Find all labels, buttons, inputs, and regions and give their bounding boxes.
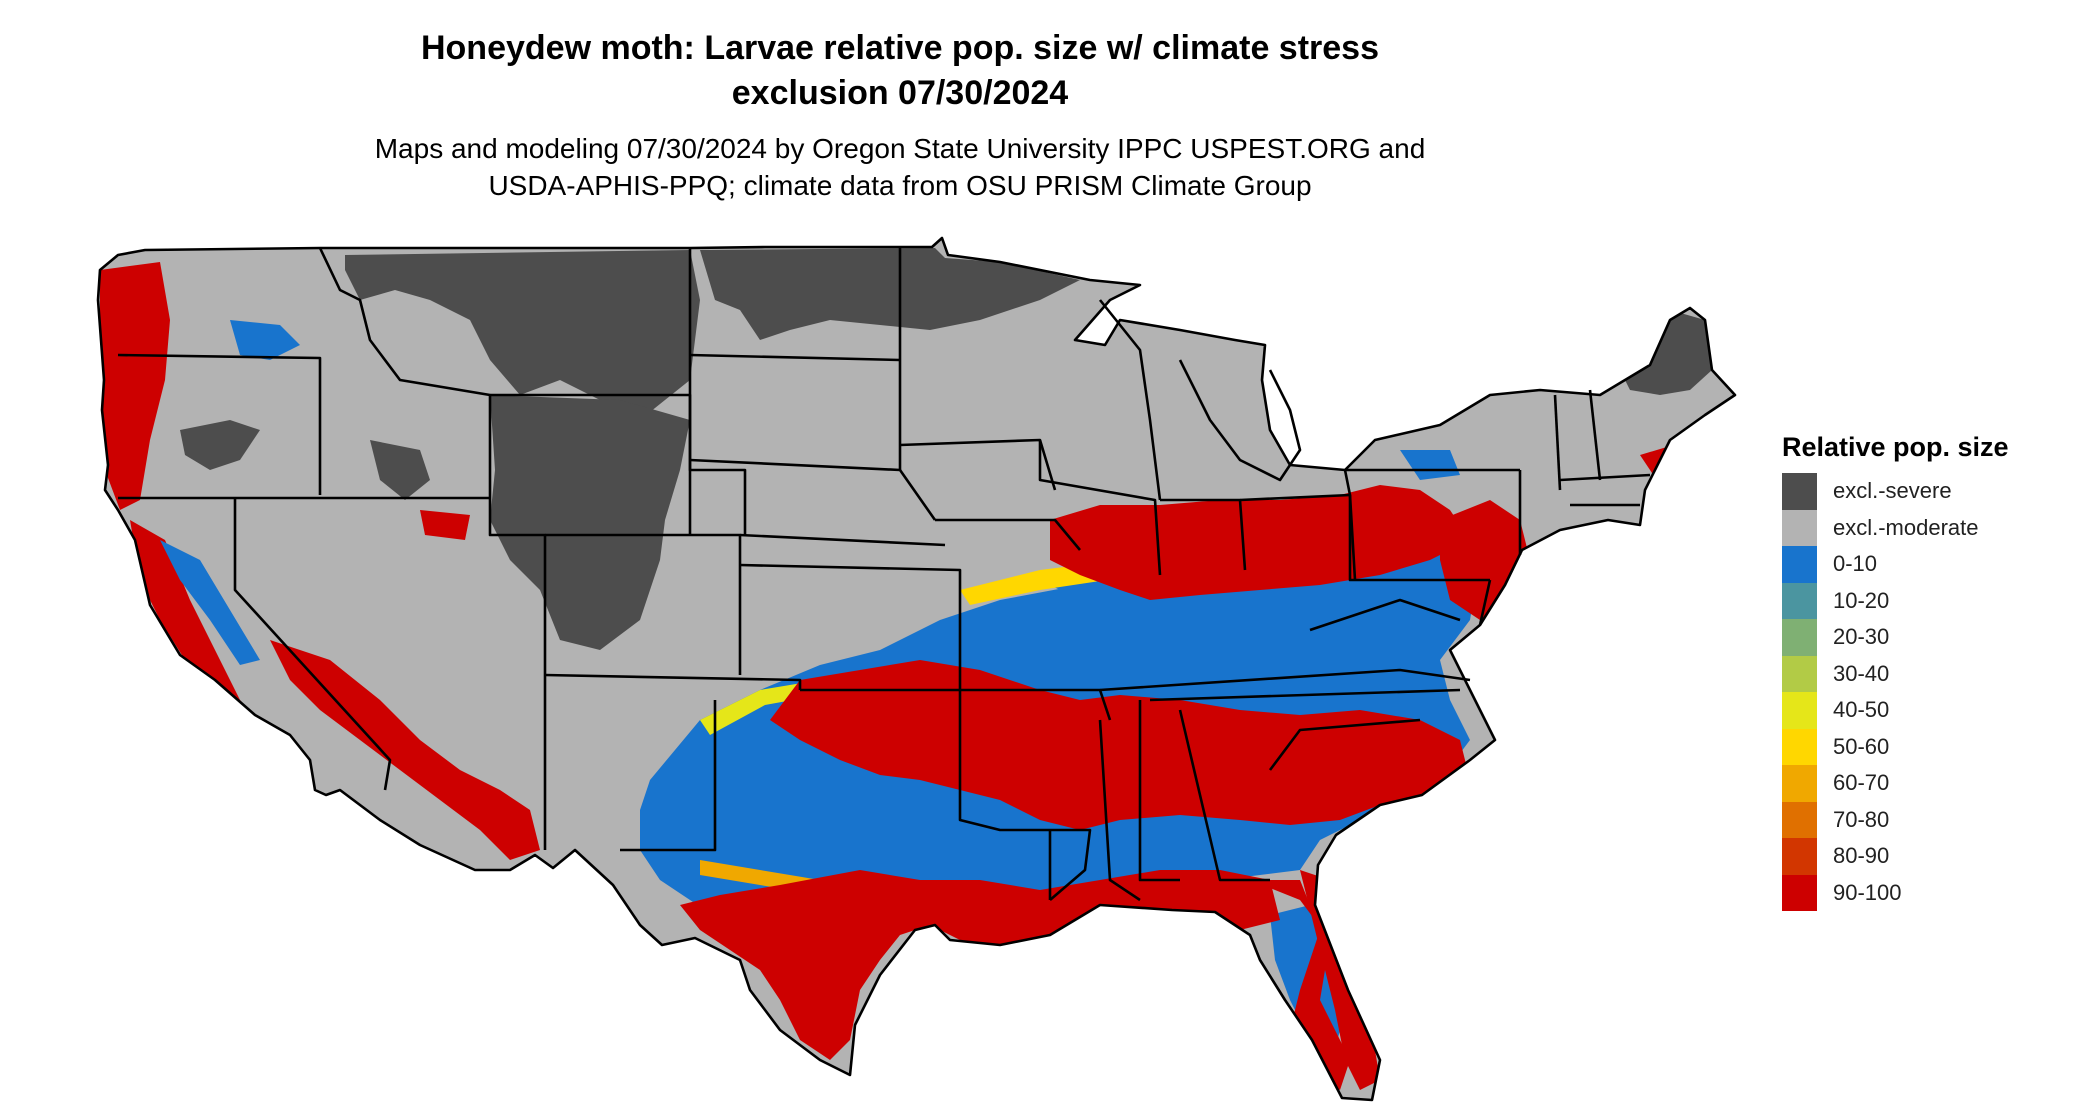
blue-new-york <box>1400 450 1460 480</box>
legend-swatch <box>1782 655 1817 692</box>
severe-northern-plains <box>700 248 1080 340</box>
legend-item: 20-30 <box>1782 619 2009 656</box>
legend-item: 40-50 <box>1782 692 2009 729</box>
legend-label: 80-90 <box>1833 843 1890 869</box>
border-nh-me <box>1588 389 1602 481</box>
border-ma-north <box>1559 473 1651 482</box>
legend-item: 0-10 <box>1782 546 2009 583</box>
legend-item: excl.-moderate <box>1782 509 2009 546</box>
map-subtitle-line-1: Maps and modeling 07/30/2024 by Oregon S… <box>374 133 1426 164</box>
legend-swatch <box>1782 728 1817 765</box>
red-california <box>130 520 315 800</box>
border-wy-ut <box>488 395 547 675</box>
border-nm-tx <box>620 700 717 852</box>
border-dakotas-west <box>688 248 747 535</box>
blue-washington <box>230 320 300 360</box>
border-al-ga <box>1138 700 1180 882</box>
border-ks-ok <box>739 563 962 690</box>
red-southwest-valleys <box>270 640 540 860</box>
legend-label: excl.-moderate <box>1833 514 1979 540</box>
border-il-in <box>1038 440 1162 576</box>
border-ia-mo <box>935 518 1081 551</box>
legend-label: 60-70 <box>1833 770 1890 796</box>
border-nd-sd <box>689 353 901 362</box>
state-boundaries <box>96 236 1737 1102</box>
red-florida-east <box>1300 870 1380 1090</box>
legend-swatch <box>1782 473 1817 510</box>
legend-swatch <box>1782 546 1817 583</box>
severe-idaho-patch <box>370 440 430 500</box>
legend-swatch <box>1782 692 1817 729</box>
border-tn-ky <box>1099 668 1471 692</box>
severe-northern-rockies <box>345 250 700 420</box>
severe-wyoming-colorado <box>490 395 690 650</box>
legend-label: 90-100 <box>1833 879 1902 905</box>
legend-item: 80-90 <box>1782 838 2009 875</box>
legend-label: 0-10 <box>1833 551 1878 577</box>
border-wi-mi <box>1098 299 1162 501</box>
border-wv-va <box>1309 598 1461 632</box>
legend-label: 30-40 <box>1833 660 1890 686</box>
legend-label: 10-20 <box>1833 587 1890 613</box>
red-utah-patch <box>420 510 470 540</box>
border-ok-tx <box>800 688 1050 832</box>
border-pa-ny <box>1343 468 1520 496</box>
border-nc-sc <box>1268 718 1421 771</box>
legend-item: 30-40 <box>1782 655 2009 692</box>
legend-swatch <box>1782 509 1817 546</box>
legend-label: 40-50 <box>1833 697 1890 723</box>
blue-central-valley <box>160 540 260 665</box>
border-ca-nv <box>233 498 392 791</box>
legend-swatch <box>1782 765 1817 802</box>
map-subtitle-line-2: USDA-APHIS-PPQ; climate data from OSU PR… <box>488 170 1312 201</box>
legend-item: 70-80 <box>1782 801 2009 838</box>
border-wa-or-id <box>117 353 322 495</box>
suitability-raster <box>98 238 1735 1100</box>
severe-oregon-patch <box>180 420 260 470</box>
border-la-ms <box>1049 828 1092 901</box>
national-outline <box>96 236 1737 1102</box>
michigan-lower-peninsula <box>1178 359 1302 482</box>
legend-swatch <box>1782 874 1817 911</box>
legend-swatch <box>1782 801 1817 838</box>
border-vt-nh <box>1553 394 1562 491</box>
legend-label: 50-60 <box>1833 733 1890 759</box>
legend-item: excl.-severe <box>1782 473 2009 510</box>
red-gulf-coast <box>680 870 1280 1060</box>
border-nm-ok-north <box>544 673 802 690</box>
legend-items: excl.-severe excl.-moderate 0-10 10-20 20-30… <box>1782 473 2009 911</box>
legend-item: 90-100 <box>1782 874 2009 911</box>
legend-item: 10-20 <box>1782 582 2009 619</box>
red-pacific-northwest <box>100 262 170 510</box>
border-tn-south <box>1149 688 1461 702</box>
severe-maine <box>1615 310 1712 395</box>
legend: Relative pop. size excl.-severe excl.-mod… <box>1782 432 2009 911</box>
red-florida-west <box>1250 880 1350 1090</box>
map-subtitle: Maps and modeling 07/30/2024 by Oregon S… <box>250 130 1550 204</box>
legend-swatch <box>1782 582 1817 619</box>
border-ga-west <box>1178 709 1270 882</box>
red-southern-belt <box>770 660 1470 830</box>
legend-label: excl.-severe <box>1833 478 1952 504</box>
legend-item: 60-70 <box>1782 765 2009 802</box>
legend-label: 70-80 <box>1833 806 1890 832</box>
legend-title: Relative pop. size <box>1782 432 2009 462</box>
legend-label: 20-30 <box>1833 624 1890 650</box>
border-ms-al <box>1098 719 1141 902</box>
legend-item: 50-60 <box>1782 728 2009 765</box>
border-ne-ks <box>739 533 946 547</box>
border-id-mt <box>318 247 491 397</box>
map-title-line-2: exclusion 07/30/2024 <box>731 74 1069 112</box>
legend-swatch <box>1782 619 1817 656</box>
border-pa-south <box>1348 495 1490 582</box>
title-block: Honeydew moth: Larvae relative pop. size… <box>250 26 1550 204</box>
map-title-line-1: Honeydew moth: Larvae relative pop. size… <box>420 29 1379 67</box>
us-map <box>96 236 1737 1102</box>
legend-swatch <box>1782 838 1817 875</box>
border-de-md <box>1478 579 1492 626</box>
